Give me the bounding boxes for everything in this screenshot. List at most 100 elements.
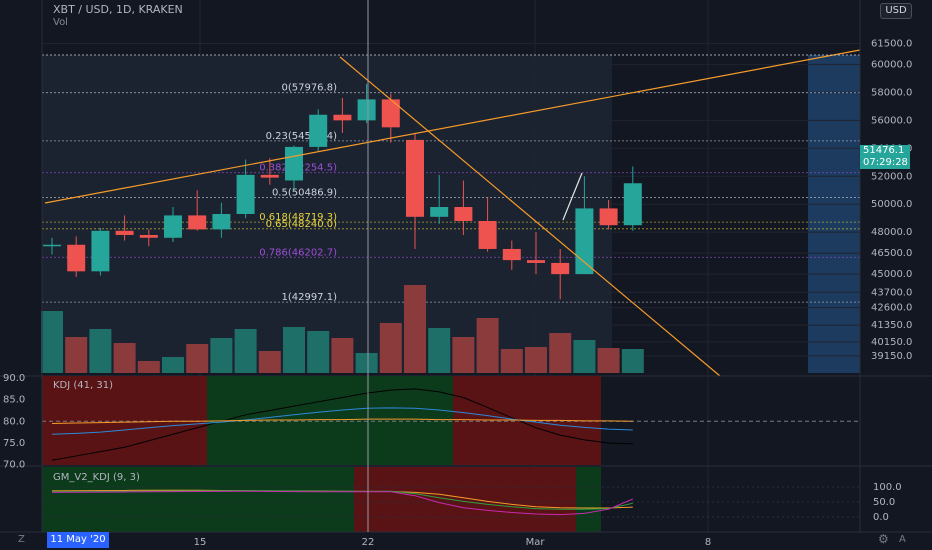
price-tick-label: 58000.0 bbox=[871, 87, 912, 98]
price-tick-label: 52000.0 bbox=[871, 171, 912, 182]
price-tick-label: 40150.0 bbox=[871, 337, 912, 348]
price-tick-label: 45000.0 bbox=[871, 269, 912, 280]
volume-bar bbox=[428, 328, 451, 373]
drawn-segment bbox=[562, 172, 583, 221]
volume-bar bbox=[476, 318, 499, 373]
volume-bar bbox=[137, 361, 160, 373]
gm-tick-label: 50.0 bbox=[873, 497, 895, 508]
volume-bar bbox=[258, 351, 281, 373]
candle-body bbox=[115, 230, 134, 235]
price-tick-label: 42600.0 bbox=[871, 303, 912, 314]
candle-body bbox=[260, 174, 279, 178]
candle-body bbox=[188, 215, 207, 230]
volume-bar bbox=[525, 347, 547, 373]
gm-series-line bbox=[51, 490, 633, 516]
kdj-zone-red bbox=[42, 376, 207, 465]
volume-bar bbox=[331, 338, 354, 373]
volume-label: Vol bbox=[53, 17, 68, 28]
gm-kdj-title[interactable]: GM_V2_KDJ (9, 3) bbox=[53, 472, 140, 483]
fib-label: 0.5(50486.9) bbox=[272, 187, 337, 198]
gm-zone-red bbox=[354, 467, 576, 532]
candle-body bbox=[599, 208, 618, 226]
fib-label: 1(42997.1) bbox=[281, 292, 337, 303]
range-highlight bbox=[42, 55, 612, 373]
volume-bar bbox=[89, 329, 112, 373]
price-tick-label: 60000.0 bbox=[871, 59, 912, 70]
candle-body bbox=[285, 146, 303, 181]
candle-body bbox=[478, 220, 497, 249]
volume-bar bbox=[186, 344, 209, 373]
gm-kdj-pane bbox=[0, 465, 932, 532]
volume-bar bbox=[307, 331, 330, 373]
auto-scale-button[interactable]: A bbox=[899, 534, 906, 545]
gm-tick-label: 0.0 bbox=[873, 512, 889, 523]
trend-lines[interactable] bbox=[42, 49, 861, 377]
price-tick-label: 41350.0 bbox=[871, 320, 912, 331]
volume-bar bbox=[234, 329, 257, 373]
gm-zone-green bbox=[576, 467, 601, 532]
kdj-tick-label: 90.0 bbox=[3, 373, 25, 384]
fib-label: 0(57976.8) bbox=[281, 83, 337, 94]
candle-body bbox=[454, 207, 473, 221]
gear-icon[interactable]: ⚙ bbox=[878, 532, 889, 546]
volume-bar bbox=[621, 349, 644, 373]
zoom-toggle-button[interactable]: Z bbox=[18, 534, 25, 545]
candle-body bbox=[309, 114, 328, 147]
candle-body bbox=[430, 207, 449, 217]
fib-label: 0.23(54531.4) bbox=[266, 131, 338, 142]
candle-body bbox=[381, 99, 400, 128]
volume-bar bbox=[500, 349, 523, 373]
candle-countdown: 07:29:28 bbox=[863, 157, 908, 168]
candle-body bbox=[406, 139, 424, 217]
candle-body bbox=[357, 99, 376, 121]
volume-bar bbox=[597, 348, 620, 373]
last-price-tag: 51476.1 07:29:28 bbox=[860, 145, 910, 169]
kdj-pane bbox=[0, 375, 932, 465]
time-axis-label: 22 bbox=[362, 537, 375, 548]
volume-bar bbox=[113, 343, 136, 373]
kdj-tick-label: 70.0 bbox=[3, 460, 25, 471]
volume-bar bbox=[573, 340, 596, 373]
candle-body bbox=[551, 262, 570, 275]
fib-label: 0.618(48719.3) bbox=[259, 212, 337, 223]
currency-button[interactable]: USD bbox=[880, 3, 912, 19]
volume-bar bbox=[41, 311, 63, 373]
date-badge: 11 May '20 bbox=[47, 532, 109, 548]
gm-tick-label: 100.0 bbox=[873, 482, 902, 493]
volume-bar bbox=[162, 357, 184, 373]
price-tick-label: 61500.0 bbox=[871, 38, 912, 49]
time-axis-label: 8 bbox=[705, 537, 711, 548]
candle-body bbox=[67, 244, 86, 272]
volume-bar bbox=[379, 323, 402, 373]
candle-body bbox=[575, 208, 594, 275]
candle-body bbox=[502, 248, 521, 261]
price-tick-label: 50000.0 bbox=[871, 199, 912, 210]
candle-body bbox=[164, 215, 182, 238]
trend-line-rising bbox=[44, 49, 861, 204]
gm-zone-green bbox=[42, 467, 354, 532]
volume-bars bbox=[41, 285, 644, 373]
volume-bar bbox=[452, 337, 475, 373]
symbol-title[interactable]: XBT / USD, 1D, KRAKEN bbox=[53, 3, 183, 16]
gm-series-line bbox=[51, 490, 633, 510]
kdj-tick-label: 80.0 bbox=[3, 416, 25, 427]
candle-body bbox=[333, 114, 352, 121]
kdj-tick-label: 75.0 bbox=[3, 438, 25, 449]
volume-bar bbox=[65, 337, 88, 373]
price-tick-label: 39150.0 bbox=[871, 351, 912, 362]
kdj-tick-label: 85.0 bbox=[3, 395, 25, 406]
price-tick-label: 43700.0 bbox=[871, 287, 912, 298]
volume-bar bbox=[404, 285, 426, 373]
fib-label: 0.786(46202.7) bbox=[259, 247, 337, 258]
last-price-value: 51476.1 bbox=[863, 145, 905, 156]
kdj-series-line bbox=[51, 418, 633, 424]
price-tick-label: 56000.0 bbox=[871, 115, 912, 126]
candle-body bbox=[623, 183, 642, 226]
price-tick-label: 48000.0 bbox=[871, 227, 912, 238]
kdj-title[interactable]: KDJ (41, 31) bbox=[53, 380, 113, 391]
price-tick-label: 46500.0 bbox=[871, 248, 912, 259]
projection-zone bbox=[808, 55, 860, 373]
candle-body bbox=[212, 214, 231, 230]
